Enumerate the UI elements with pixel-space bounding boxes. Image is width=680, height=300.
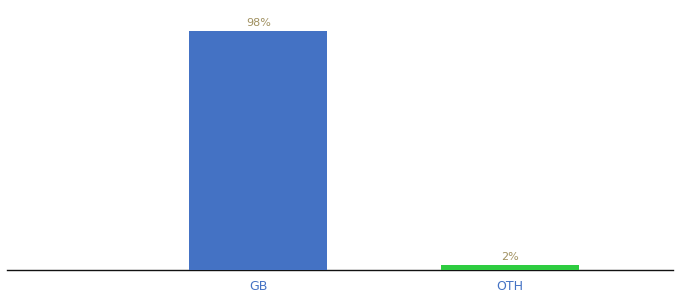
Bar (441, 266, 579, 270)
Bar (189, 31, 328, 270)
Text: 98%: 98% (246, 18, 271, 28)
Text: 2%: 2% (500, 252, 519, 262)
